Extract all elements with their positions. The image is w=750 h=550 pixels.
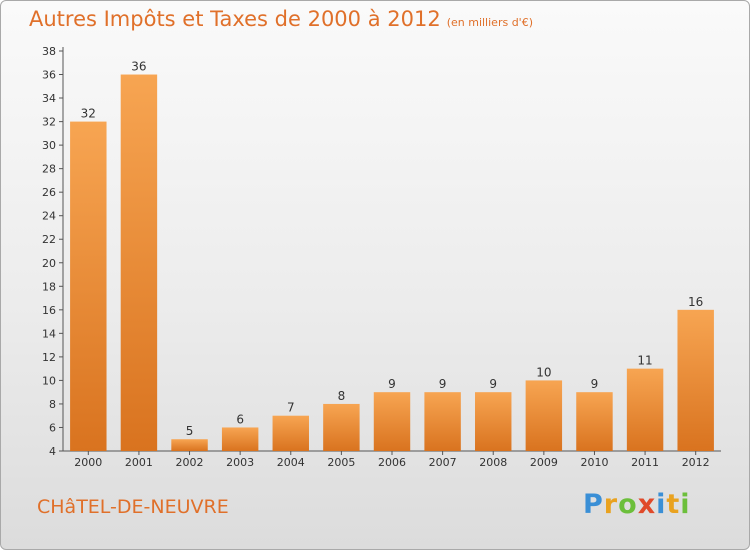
chart-title: Autres Impôts et Taxes de 2000 à 2012 (en… <box>29 7 533 31</box>
bar-value-label: 16 <box>688 295 703 309</box>
logo-letter: i <box>680 489 691 520</box>
bar-value-label: 32 <box>81 107 96 121</box>
bar-value-label: 5 <box>186 424 194 438</box>
y-tick-label: 32 <box>42 116 56 129</box>
bar <box>272 415 309 451</box>
y-tick-label: 6 <box>49 421 56 434</box>
chart-subtitle: (en milliers d'€) <box>446 16 533 29</box>
bar <box>475 392 512 451</box>
bar-value-label: 9 <box>388 377 396 391</box>
logo-letter: P <box>583 489 604 520</box>
x-tick-label: 2012 <box>682 456 710 469</box>
logo-letter: t <box>666 489 681 520</box>
logo-letter: x <box>637 489 657 520</box>
bar <box>70 121 107 452</box>
y-tick-label: 36 <box>42 69 56 82</box>
y-tick-label: 8 <box>49 398 56 411</box>
bar <box>373 392 411 451</box>
bar-value-label: 8 <box>338 389 346 403</box>
chart-title-text: Autres Impôts et Taxes de 2000 à 2012 <box>29 7 441 31</box>
y-tick-label: 22 <box>42 233 56 246</box>
x-tick-label: 2006 <box>378 456 406 469</box>
bar <box>171 439 208 451</box>
x-tick-label: 2001 <box>125 456 153 469</box>
x-tick-label: 2009 <box>530 456 558 469</box>
x-tick-label: 2002 <box>176 456 204 469</box>
bar <box>677 309 714 451</box>
location-name: CHâTEL-DE-NEUVRE <box>37 496 229 518</box>
bar-value-label: 6 <box>236 412 244 426</box>
y-tick-label: 16 <box>42 304 56 317</box>
bar-value-label: 11 <box>637 354 652 368</box>
x-tick-label: 2010 <box>580 456 608 469</box>
y-tick-label: 18 <box>42 280 56 293</box>
bar-chart: 4 6 8 10 12 14 16 18 20 22 24 26 28 30 32 34 36 38 32 2000 3… <box>42 45 721 469</box>
bar <box>525 380 563 451</box>
y-tick-label: 26 <box>42 186 56 199</box>
logo-letter: i <box>656 489 667 520</box>
y-tick-label: 28 <box>42 163 56 176</box>
x-tick-label: 2007 <box>429 456 457 469</box>
bar-value-label: 7 <box>287 401 295 415</box>
x-tick-label: 2005 <box>327 456 355 469</box>
x-tick-label: 2011 <box>631 456 659 469</box>
proxiti-logo: Proxiti <box>583 489 691 520</box>
bar-value-label: 10 <box>536 365 551 379</box>
bar <box>323 403 360 451</box>
y-tick-label: 20 <box>42 257 56 270</box>
bar-value-label: 9 <box>591 377 599 391</box>
y-tick-label: 10 <box>42 374 56 387</box>
bar-value-label: 9 <box>439 377 447 391</box>
bar-value-label: 36 <box>131 60 146 74</box>
x-tick-label: 2003 <box>226 456 254 469</box>
y-tick-label: 4 <box>49 445 56 458</box>
bar <box>424 392 461 451</box>
x-tick-label: 2008 <box>479 456 507 469</box>
bar <box>576 392 613 451</box>
y-tick-label: 38 <box>42 45 56 58</box>
x-tick-label: 2004 <box>277 456 305 469</box>
y-tick-label: 34 <box>42 92 56 105</box>
x-tick-label: 2000 <box>74 456 102 469</box>
y-tick-label: 30 <box>42 139 56 152</box>
y-tick-label: 24 <box>42 210 56 223</box>
bar-value-label: 9 <box>489 377 497 391</box>
logo-letter: o <box>618 489 638 520</box>
y-tick-label: 12 <box>42 351 56 364</box>
bar <box>221 427 259 451</box>
logo-letter: r <box>603 489 619 520</box>
bar <box>626 368 664 451</box>
bar <box>120 74 158 451</box>
y-tick-label: 14 <box>42 327 56 340</box>
